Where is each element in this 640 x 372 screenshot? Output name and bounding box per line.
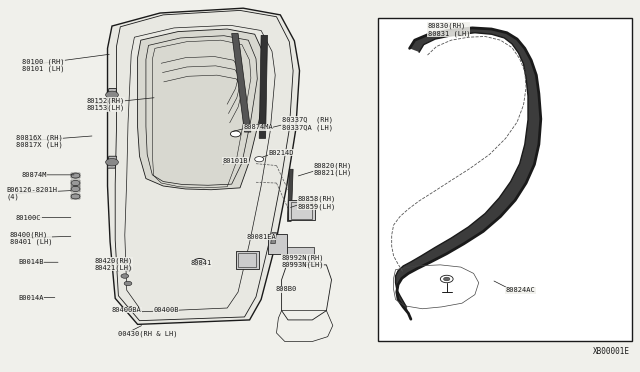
Circle shape bbox=[193, 259, 206, 266]
Text: 80420(RH)
80421(LH): 80420(RH) 80421(LH) bbox=[95, 257, 133, 271]
Text: 80830(RH)
80831 (LH): 80830(RH) 80831 (LH) bbox=[428, 23, 470, 37]
Circle shape bbox=[124, 281, 132, 286]
Text: 00400B: 00400B bbox=[154, 307, 179, 313]
Text: B0214D: B0214D bbox=[269, 150, 294, 155]
Text: 80992N(RH)
80993N(LH): 80992N(RH) 80993N(LH) bbox=[282, 254, 324, 268]
Polygon shape bbox=[271, 232, 276, 244]
Text: 00430(RH & LH): 00430(RH & LH) bbox=[118, 331, 178, 337]
Polygon shape bbox=[287, 247, 314, 262]
Text: 80874M: 80874M bbox=[21, 172, 47, 178]
Text: B06126-8201H
(4): B06126-8201H (4) bbox=[6, 187, 58, 200]
Circle shape bbox=[124, 266, 132, 271]
Text: 80152(RH)
80153(LH): 80152(RH) 80153(LH) bbox=[86, 97, 125, 111]
Circle shape bbox=[71, 180, 80, 186]
Circle shape bbox=[106, 158, 118, 166]
Circle shape bbox=[121, 274, 129, 278]
Polygon shape bbox=[108, 89, 116, 101]
Circle shape bbox=[196, 260, 203, 264]
Text: 80874MA: 80874MA bbox=[243, 124, 273, 130]
Text: 80100 (RH)
80101 (LH): 80100 (RH) 80101 (LH) bbox=[22, 58, 65, 72]
Text: XB00001E: XB00001E bbox=[593, 347, 630, 356]
Text: 80858(RH)
80859(LH): 80858(RH) 80859(LH) bbox=[298, 196, 336, 210]
Polygon shape bbox=[108, 8, 300, 324]
Polygon shape bbox=[236, 251, 259, 269]
Circle shape bbox=[255, 157, 264, 162]
Polygon shape bbox=[268, 234, 287, 254]
Polygon shape bbox=[138, 29, 266, 190]
Text: 80100C: 80100C bbox=[16, 215, 42, 221]
Circle shape bbox=[71, 194, 80, 199]
Text: 80824AC: 80824AC bbox=[506, 287, 535, 293]
Polygon shape bbox=[287, 169, 293, 221]
Text: 80101B: 80101B bbox=[223, 158, 248, 164]
Circle shape bbox=[230, 131, 241, 137]
Text: 80820(RH)
80821(LH): 80820(RH) 80821(LH) bbox=[314, 162, 352, 176]
Text: B0014B: B0014B bbox=[18, 259, 44, 265]
Text: 80081EA: 80081EA bbox=[246, 234, 276, 240]
Text: 80816X (RH)
80817X (LH): 80816X (RH) 80817X (LH) bbox=[16, 134, 63, 148]
Circle shape bbox=[106, 91, 118, 99]
Circle shape bbox=[121, 259, 129, 263]
Text: 808B0: 808B0 bbox=[275, 286, 296, 292]
Polygon shape bbox=[108, 156, 116, 168]
Text: 80400BA: 80400BA bbox=[112, 307, 141, 313]
Text: 80841: 80841 bbox=[191, 260, 212, 266]
Circle shape bbox=[71, 173, 80, 178]
Circle shape bbox=[440, 275, 453, 283]
Text: 80337Q  (RH)
80337QA (LH): 80337Q (RH) 80337QA (LH) bbox=[282, 116, 333, 131]
Circle shape bbox=[444, 277, 450, 281]
Polygon shape bbox=[396, 28, 541, 319]
Bar bbox=[378, 18, 632, 341]
Circle shape bbox=[71, 186, 80, 192]
Text: B0014A: B0014A bbox=[18, 295, 44, 301]
Polygon shape bbox=[288, 200, 315, 220]
Text: 80400(RH)
80401 (LH): 80400(RH) 80401 (LH) bbox=[10, 231, 52, 245]
Polygon shape bbox=[232, 33, 251, 132]
Polygon shape bbox=[259, 35, 268, 138]
